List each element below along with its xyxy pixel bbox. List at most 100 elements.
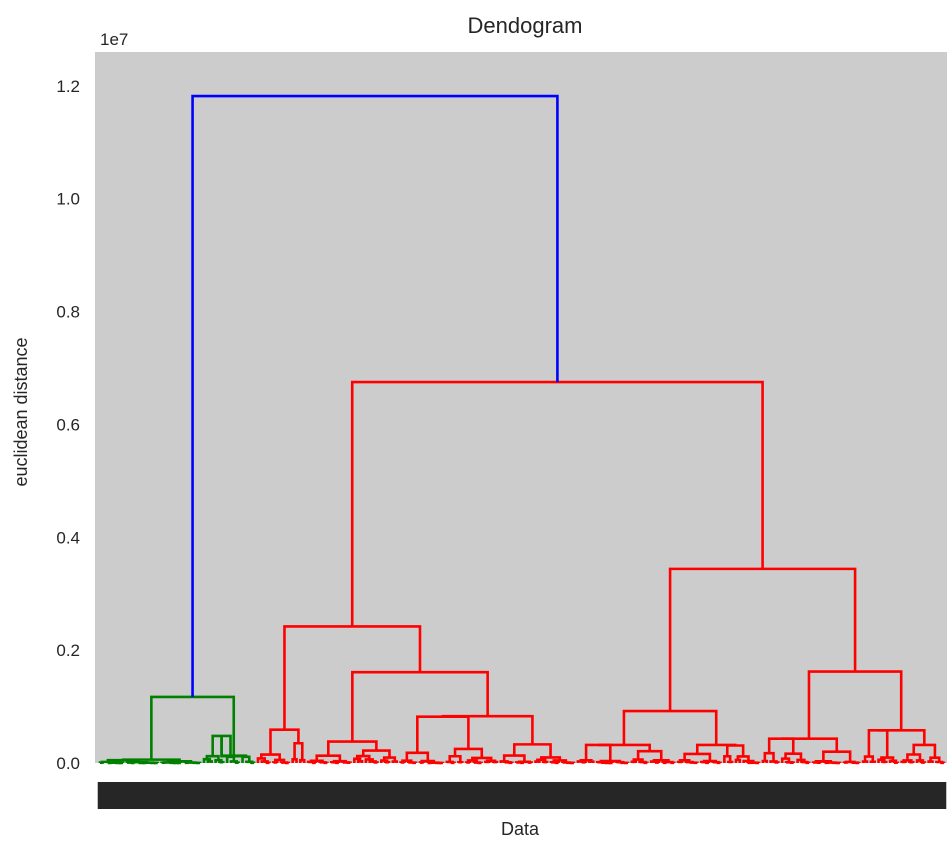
leaf-label [868, 782, 874, 809]
dendrogram-link [588, 760, 595, 763]
y-tick-label: 0.8 [56, 303, 80, 322]
leaf-label [691, 782, 696, 809]
leaf-label [756, 782, 762, 809]
leaf-label [263, 782, 268, 809]
leaf-label [648, 782, 654, 809]
leaf-label [625, 782, 631, 809]
leaf-label [336, 782, 342, 809]
leaf-label [398, 782, 403, 809]
dendrogram-link [211, 734, 232, 757]
leaf-label [182, 782, 187, 809]
y-axis-ticks: 0.0 0.2 0.4 0.6 0.8 1.0 1.2 [56, 77, 80, 773]
leaf-label [240, 782, 245, 809]
dendrogram-link [512, 743, 552, 758]
leaf-label [637, 782, 642, 809]
dendrogram-link [471, 756, 493, 761]
leaf-label [907, 782, 912, 809]
dendrogram-link [309, 759, 324, 763]
leaf-label [814, 782, 820, 809]
dendrogram-link [900, 760, 907, 764]
leaf-label [845, 782, 850, 809]
leaf-label [706, 782, 712, 809]
dendrogram-link [695, 743, 737, 754]
leaf-label [120, 782, 126, 809]
dendrogram-link [214, 758, 223, 763]
leaf-label [529, 782, 534, 809]
leaf-label [471, 782, 477, 809]
leaf-label [367, 782, 372, 809]
leaf-label [710, 782, 715, 809]
leaf-label [390, 782, 396, 809]
leaf-label [645, 782, 650, 809]
leaf-label [598, 782, 604, 809]
dendrogram-link [742, 759, 755, 763]
dendrogram-link [306, 760, 316, 764]
dendrogram-link [684, 760, 694, 764]
leaf-label [105, 782, 110, 809]
leaf-label [128, 782, 133, 809]
leaf-label [541, 782, 546, 809]
leaf-label [941, 782, 947, 809]
leaf-label [124, 782, 130, 809]
dendrogram-link [726, 760, 734, 764]
dendrogram-link [902, 759, 913, 763]
dendrogram-links [98, 94, 946, 765]
dendrogram-link [676, 760, 684, 764]
dendrogram-link [245, 760, 254, 764]
leaf-label [668, 782, 673, 809]
leaf-label [444, 782, 450, 809]
dendrogram-link [150, 695, 236, 760]
dendrogram-link [536, 758, 547, 763]
leaf-label [413, 782, 419, 809]
dendrogram-link [599, 759, 622, 763]
leaf-label [841, 782, 847, 809]
dendrogram-link [761, 759, 769, 763]
leaf-label [143, 782, 149, 809]
leaf-label [903, 782, 908, 809]
dendrogram-link [405, 751, 430, 762]
leaf-label [348, 782, 353, 809]
dendrogram-link [549, 761, 558, 764]
leaf-label [313, 782, 318, 809]
dendrogram-link [484, 760, 491, 764]
leaf-label [741, 782, 746, 809]
leaf-label [872, 782, 877, 809]
dendrogram-link [781, 737, 839, 752]
leaf-label [602, 782, 608, 809]
y-tick-label: 0.2 [56, 641, 80, 660]
leaf-label [355, 782, 361, 809]
leaf-label [490, 782, 496, 809]
leaf-label [386, 782, 392, 809]
leaf-label [452, 782, 457, 809]
leaf-label [525, 782, 530, 809]
leaf-label [409, 782, 415, 809]
leaf-label [379, 782, 384, 809]
dendrogram-link [355, 754, 371, 760]
dendrogram-link [678, 759, 691, 763]
y-axis-label: euclidean distance [11, 337, 31, 486]
leaf-label [864, 782, 870, 809]
leaf-label [818, 782, 823, 809]
leaf-label [329, 782, 334, 809]
dendrogram-link [878, 728, 926, 745]
leaf-label [167, 782, 172, 809]
leaf-label [760, 782, 766, 809]
dendrogram-link [763, 751, 775, 762]
y-tick-label: 1.2 [56, 77, 80, 96]
leaf-label [521, 782, 527, 809]
leaf-label [884, 782, 889, 809]
dendrogram-link [406, 761, 416, 764]
leaf-label [930, 782, 935, 809]
leaf-label [552, 782, 557, 809]
leaf-label [729, 782, 735, 809]
leaf-label [641, 782, 646, 809]
leaf-label [436, 782, 442, 809]
dendrogram-link [663, 760, 674, 764]
leaf-label [822, 782, 827, 809]
leaf-label [887, 782, 893, 809]
leaf-label [918, 782, 924, 809]
dendrogram-link [888, 759, 898, 763]
leaf-label [394, 782, 399, 809]
leaf-label [170, 782, 176, 809]
